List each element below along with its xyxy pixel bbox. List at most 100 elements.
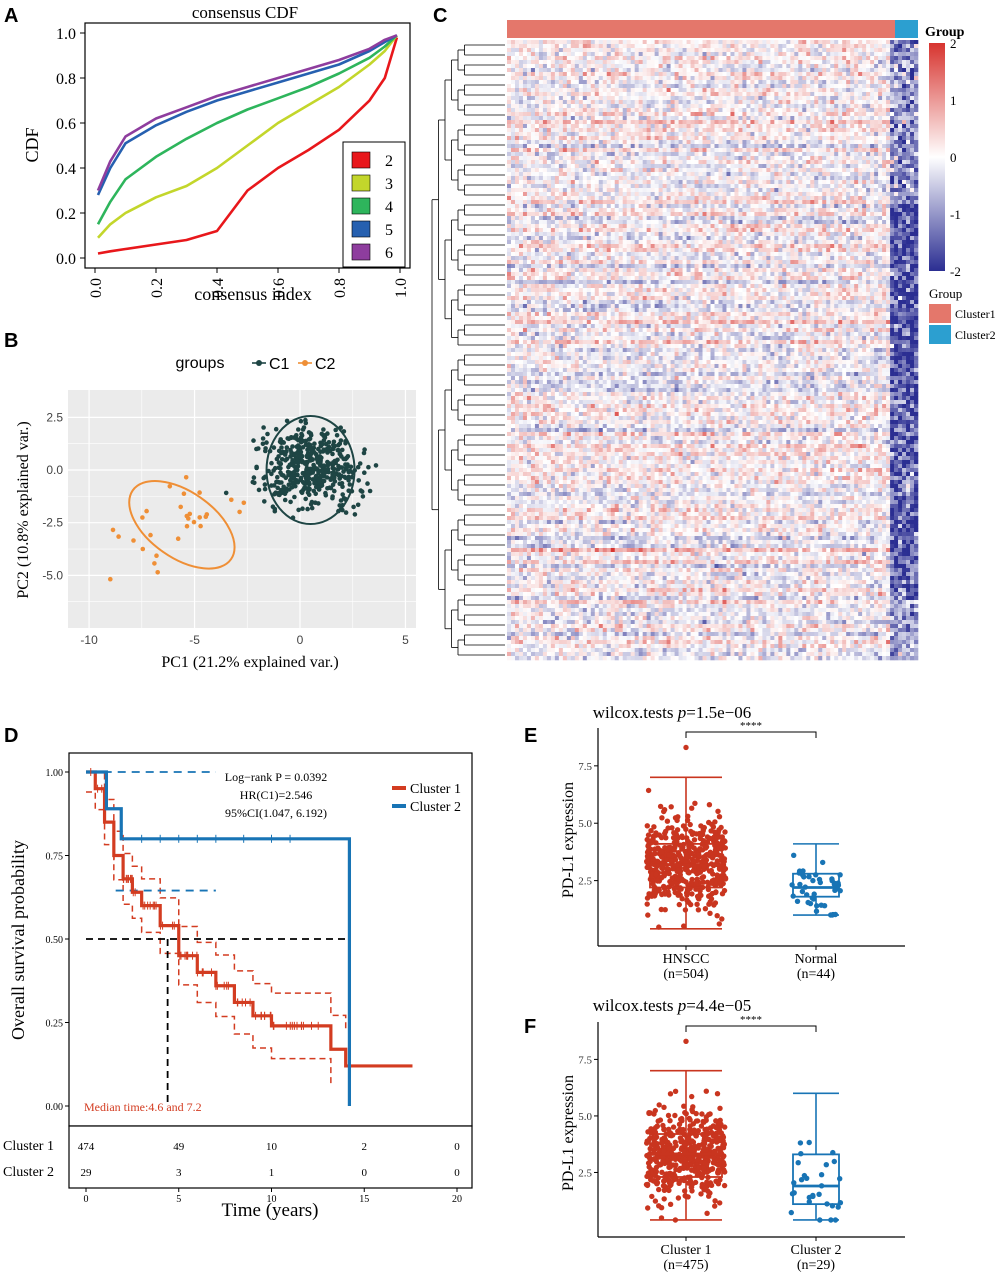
heatmap-cell [898, 160, 903, 165]
heatmap-cell [818, 100, 823, 105]
heatmap-cell [810, 104, 815, 109]
heatmap-cell [854, 144, 859, 149]
heatmap-cell [834, 196, 839, 201]
heatmap-cell [794, 60, 799, 65]
heatmap-cell [894, 56, 899, 61]
heatmap-cell [542, 152, 548, 157]
heatmap-cell [690, 56, 695, 61]
heatmap-cell [618, 52, 624, 57]
heatmap-cell [822, 160, 827, 165]
heatmap-cell [874, 68, 879, 73]
heatmap-cell [718, 176, 723, 181]
heatmap-cell [706, 68, 711, 73]
heatmap-cell [910, 80, 915, 85]
heatmap-cell [582, 64, 588, 69]
heatmap-cell [810, 168, 815, 173]
heatmap-cell [902, 100, 907, 105]
heatmap-cell [710, 104, 715, 109]
heatmap-cell [594, 152, 600, 157]
heatmap-cell [858, 64, 863, 69]
heatmap-cell [630, 128, 635, 133]
heatmap-cell [826, 40, 831, 45]
heatmap-cell [554, 192, 560, 197]
heatmap-cell [510, 196, 516, 201]
heatmap-cell [770, 60, 775, 65]
pca-point-c2 [178, 504, 183, 510]
heatmap-cell [734, 172, 739, 177]
heatmap-cell [722, 128, 727, 133]
heatmap-cell [874, 188, 879, 193]
heatmap-cell [870, 164, 875, 169]
heatmap-cell [642, 132, 647, 137]
pca-point-c1 [355, 502, 361, 508]
heatmap-cell [806, 116, 811, 121]
heatmap-cell [690, 180, 695, 185]
heatmap-cell [906, 160, 911, 165]
pca-point-c1 [306, 492, 312, 498]
heatmap-cell [738, 196, 743, 201]
heatmap-cell [574, 64, 580, 69]
heatmap-cell [730, 192, 735, 197]
heatmap-cell [846, 176, 851, 181]
heatmap-cell [898, 60, 903, 65]
heatmap-cell [562, 84, 568, 89]
heatmap-cell [566, 108, 572, 113]
heatmap-cell [530, 180, 536, 185]
heatmap-cell [562, 128, 568, 133]
heatmap-cell [626, 184, 631, 189]
heatmap-cell [770, 108, 775, 113]
heatmap-cell [874, 168, 879, 173]
heatmap-cell [730, 200, 735, 205]
heatmap-cell [774, 184, 779, 189]
heatmap-cell [878, 80, 883, 85]
heatmap-cell [862, 136, 867, 141]
heatmap-cell [770, 176, 775, 181]
heatmap-cell [526, 188, 532, 193]
heatmap-cell [854, 128, 859, 133]
heatmap-cell [507, 144, 512, 149]
heatmap-cell [806, 184, 811, 189]
heatmap-cell [874, 180, 879, 185]
heatmap-cell [770, 80, 775, 85]
heatmap-cell [546, 196, 552, 201]
heatmap-cell [634, 60, 639, 65]
heatmap-cell [742, 176, 747, 181]
heatmap-cell [806, 48, 811, 53]
cdf-line-k2 [97, 37, 399, 255]
heatmap-cell [694, 184, 699, 189]
heatmap-cell [586, 52, 592, 57]
heatmap-cell [614, 156, 620, 161]
heatmap-cell [826, 112, 831, 117]
heatmap-cell [814, 164, 819, 169]
heatmap-cell [814, 136, 819, 141]
cdf-legend-label-5: 5 [385, 222, 393, 239]
heatmap-cell [522, 48, 528, 53]
heatmap-cell [798, 88, 803, 93]
heatmap-cell [682, 80, 687, 85]
heatmap-cell [714, 120, 719, 125]
heatmap-cell [574, 140, 580, 145]
heatmap-cell [726, 48, 731, 53]
heatmap-cell [602, 84, 608, 89]
pca-point-c1 [319, 463, 325, 469]
heatmap-cell [666, 156, 671, 161]
heatmap-cell [730, 48, 735, 53]
heatmap-cell [738, 152, 743, 157]
heatmap-cell [510, 96, 516, 101]
heatmap-cell [686, 44, 691, 49]
pca-point-c2 [155, 570, 160, 575]
heatmap-cell [630, 120, 635, 125]
heatmap-cell [522, 120, 528, 125]
heatmap-cell [850, 92, 855, 97]
heatmap-cell [646, 140, 651, 145]
heatmap-cell [690, 192, 695, 197]
heatmap-cell [558, 88, 564, 93]
heatmap-cell [778, 92, 783, 97]
pca-point-c1 [294, 458, 300, 464]
heatmap-cell [862, 140, 867, 145]
pca-point-c2 [152, 561, 157, 566]
heatmap-cell [794, 172, 799, 177]
heatmap-cell [630, 172, 635, 177]
heatmap-cell [614, 192, 620, 197]
heatmap-cell [838, 80, 843, 85]
